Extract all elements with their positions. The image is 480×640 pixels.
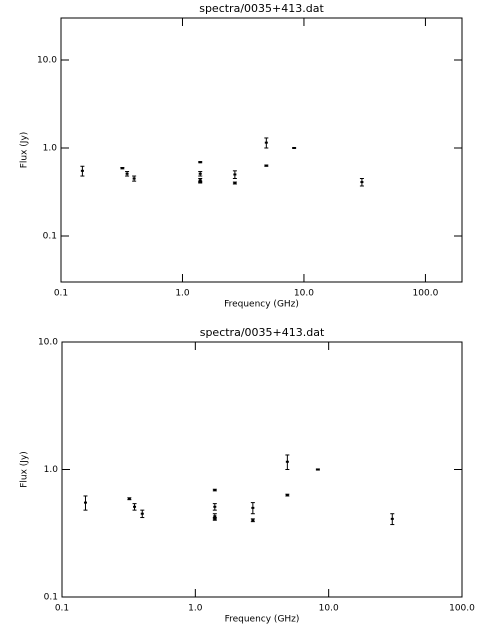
data-point xyxy=(251,506,255,509)
x-tick-label: 10.0 xyxy=(294,289,314,299)
data-point xyxy=(198,179,202,182)
data-point xyxy=(285,460,289,463)
plot-frame xyxy=(61,341,463,598)
x-axis-label: Frequency (GHz) xyxy=(225,615,300,625)
y-tick-label: 10.0 xyxy=(38,338,58,348)
x-tick-label: 0.1 xyxy=(54,289,68,299)
data-point xyxy=(251,519,255,522)
data-point xyxy=(127,497,131,500)
x-tick-label: 1.0 xyxy=(188,604,203,614)
data-point xyxy=(132,177,136,180)
data-point xyxy=(198,161,202,164)
data-point xyxy=(264,141,268,144)
x-tick-label: 100.0 xyxy=(413,289,439,299)
data-point xyxy=(125,172,129,175)
data-point xyxy=(83,501,87,504)
data-point xyxy=(140,512,144,515)
x-axis-label: Frequency (GHz) xyxy=(224,300,299,310)
data-point xyxy=(198,172,202,175)
chart-title: spectra/0035+413.dat xyxy=(199,2,324,15)
data-point xyxy=(390,517,394,520)
y-tick-label: 1.0 xyxy=(44,465,59,475)
y-axis-label: Flux (Jy) xyxy=(20,132,30,169)
data-point xyxy=(292,146,296,149)
data-point xyxy=(213,489,217,492)
data-point xyxy=(213,515,217,518)
data-point xyxy=(233,182,237,185)
data-point xyxy=(80,169,84,172)
data-point xyxy=(120,167,124,170)
data-point xyxy=(233,173,237,176)
chart-title: spectra/0035+413.dat xyxy=(200,326,325,339)
data-point xyxy=(316,468,320,471)
x-tick-label: 1.0 xyxy=(175,289,190,299)
data-point xyxy=(264,164,268,167)
y-tick-label: 10.0 xyxy=(37,55,57,65)
y-tick-label: 0.1 xyxy=(43,231,57,241)
data-point xyxy=(133,505,137,508)
x-tick-label: 0.1 xyxy=(55,604,69,614)
data-point xyxy=(198,181,202,184)
y-tick-label: 1.0 xyxy=(43,143,58,153)
data-point xyxy=(213,505,217,508)
data-point xyxy=(213,517,217,520)
data-point xyxy=(285,494,289,497)
x-tick-label: 100.0 xyxy=(449,604,475,614)
y-tick-label: 0.1 xyxy=(44,593,58,603)
y-axis-label: Flux (Jy) xyxy=(20,451,30,488)
plot-frame xyxy=(60,17,463,283)
x-tick-label: 10.0 xyxy=(319,604,339,614)
data-point xyxy=(360,181,364,184)
